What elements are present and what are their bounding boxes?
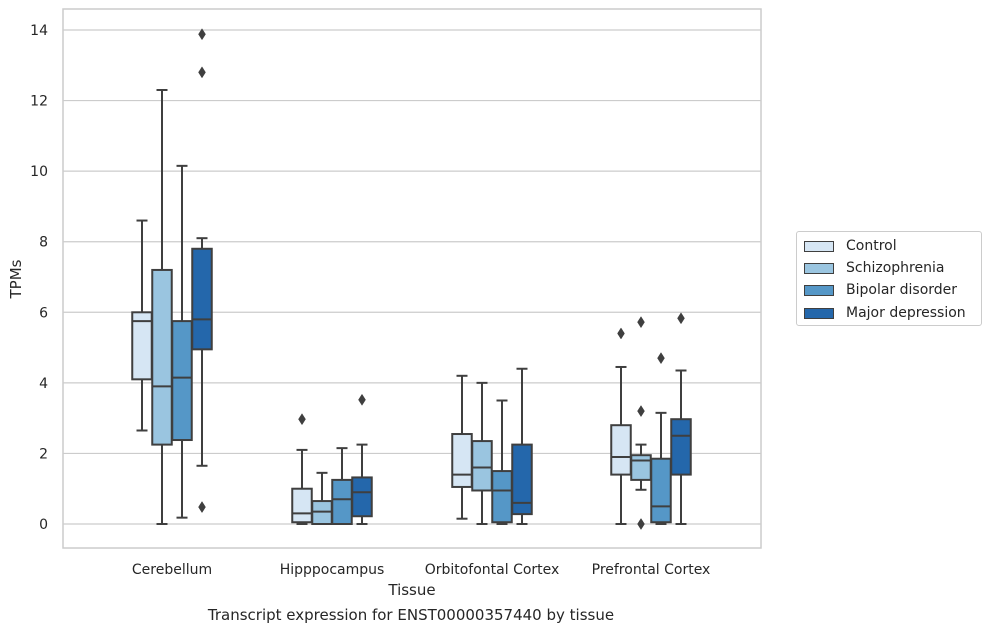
box-plots xyxy=(131,28,692,530)
y-tick-label: 12 xyxy=(30,94,48,110)
box-plot xyxy=(511,367,533,525)
legend-item: Major depression xyxy=(804,304,966,322)
y-tick-label: 0 xyxy=(39,517,48,533)
box xyxy=(351,476,373,518)
legend-item: Bipolar disorder xyxy=(804,281,957,299)
box-plot xyxy=(451,374,473,520)
x-tick-label: Orbitofontal Cortex xyxy=(425,562,560,578)
box xyxy=(610,424,632,476)
legend: Control Schizophrenia Bipolar disorder Majo… xyxy=(796,231,982,326)
outlier-marker xyxy=(657,352,665,365)
y-axis-title: TPMs xyxy=(7,259,25,299)
box-plot xyxy=(630,316,652,530)
series-bipolar-disorder xyxy=(171,164,672,525)
plot-area-frame xyxy=(62,8,762,549)
legend-item: Schizophrenia xyxy=(804,259,944,277)
legend-swatch xyxy=(804,240,834,252)
box xyxy=(471,440,493,492)
series-major-depression xyxy=(191,28,692,525)
legend-swatch xyxy=(804,284,834,296)
box xyxy=(331,478,353,525)
x-axis-title: Tissue xyxy=(387,581,435,599)
box xyxy=(131,311,153,381)
box-plot xyxy=(311,471,333,526)
box-plot xyxy=(131,219,153,432)
y-tick-label: 2 xyxy=(39,446,48,462)
outlier-marker xyxy=(358,393,366,406)
outlier-marker xyxy=(677,312,685,325)
box xyxy=(630,454,652,481)
outlier-marker xyxy=(637,316,645,329)
chart-caption: Transcript expression for ENST0000035744… xyxy=(207,606,615,624)
box xyxy=(451,433,473,488)
legend-swatch xyxy=(804,262,834,274)
box-plot xyxy=(670,312,692,525)
box xyxy=(491,470,513,524)
box-plot xyxy=(610,327,632,525)
x-tick-label: Prefrontal Cortex xyxy=(592,562,711,578)
box-plot xyxy=(151,88,173,525)
box xyxy=(171,320,193,442)
box-plot xyxy=(191,28,213,514)
outlier-marker xyxy=(617,327,625,340)
box-plot xyxy=(331,447,353,525)
legend-label: Schizophrenia xyxy=(846,260,945,276)
box-plot xyxy=(291,413,313,525)
legend-label: Major depression xyxy=(846,305,966,321)
box-plot xyxy=(171,164,193,519)
box xyxy=(670,418,692,476)
y-tick-label: 14 xyxy=(30,23,48,39)
y-tick-label: 8 xyxy=(39,235,48,251)
outlier-marker xyxy=(198,28,206,41)
outlier-marker xyxy=(298,413,306,426)
legend-swatch xyxy=(804,307,834,319)
box-plot xyxy=(351,393,373,525)
outlier-marker xyxy=(637,518,645,530)
box xyxy=(291,487,313,524)
box-plot xyxy=(650,352,672,525)
outlier-marker xyxy=(198,66,206,79)
y-tick-label: 6 xyxy=(39,305,48,321)
box xyxy=(191,247,213,351)
legend-item: Control xyxy=(804,237,897,255)
y-tick-label: 4 xyxy=(39,376,48,392)
box xyxy=(511,443,533,516)
box-plot xyxy=(491,399,513,525)
box xyxy=(151,268,173,446)
x-axis-ticks: Cerebellum Hipppocampus Orbitofontal Corte… xyxy=(132,562,710,578)
box xyxy=(650,457,672,524)
x-tick-label: Hipppocampus xyxy=(280,562,385,578)
box-plot xyxy=(471,381,493,525)
legend-label: Bipolar disorder xyxy=(846,282,958,298)
series-schizophrenia xyxy=(151,88,652,530)
y-axis-ticks: 0 2 4 6 8 10 12 14 xyxy=(30,23,48,533)
legend-label: Control xyxy=(846,238,897,254)
x-tick-label: Cerebellum xyxy=(132,562,212,578)
outlier-marker xyxy=(198,501,206,514)
y-tick-label: 10 xyxy=(30,164,48,180)
outlier-marker xyxy=(637,405,645,418)
